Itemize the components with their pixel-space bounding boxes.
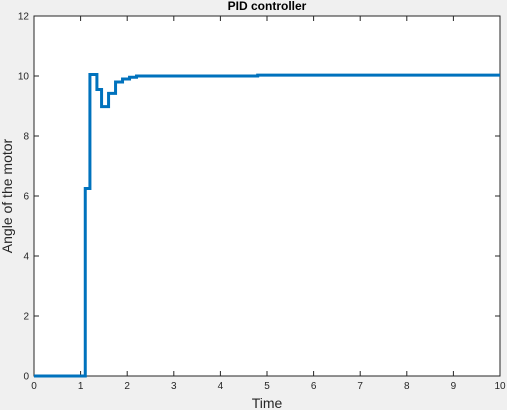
x-tick-label: 7 (357, 381, 363, 392)
y-tick-label: 12 (18, 12, 30, 23)
x-tick-label: 9 (451, 381, 457, 392)
y-tick-label: 2 (23, 312, 29, 323)
y-tick-label: 4 (23, 252, 29, 263)
x-tick-label: 1 (78, 381, 84, 392)
plot-area (33, 15, 501, 377)
series-line (34, 73, 500, 378)
x-tick-label: 6 (311, 381, 317, 392)
x-tick-label: 4 (218, 381, 224, 392)
y-tick-label: 0 (23, 372, 29, 383)
y-tick-label: 8 (23, 132, 29, 143)
y-axis-label: Angle of the motor (0, 138, 15, 253)
x-tick-label: 0 (31, 381, 37, 392)
x-axis-ticks: 0 1 2 3 4 5 6 7 8 9 10 (31, 16, 506, 392)
y-tick-label: 10 (18, 72, 30, 83)
chart-title: PID controller (228, 0, 307, 13)
x-tick-label: 10 (494, 381, 506, 392)
x-axis-label: Time (252, 395, 283, 410)
x-tick-label: 3 (171, 381, 177, 392)
y-tick-label: 6 (23, 192, 29, 203)
x-tick-label: 2 (124, 381, 130, 392)
x-tick-label: 5 (264, 381, 270, 392)
x-tick-label: 8 (404, 381, 410, 392)
